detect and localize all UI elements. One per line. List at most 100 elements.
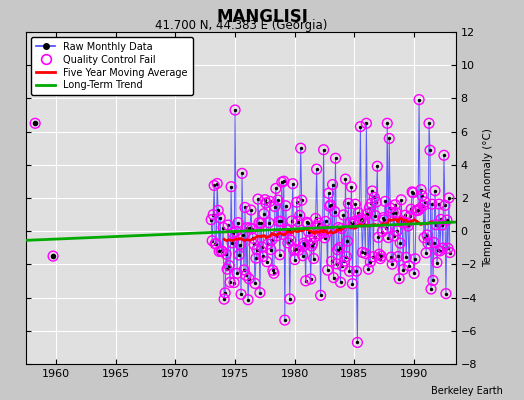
Point: [266, 198, 274, 204]
Point: [279, 231, 287, 238]
Point: [233, 270, 241, 276]
Point: [344, 200, 353, 207]
Point: [243, 224, 251, 231]
Point: [358, 249, 367, 256]
Point: [404, 223, 412, 229]
Point: [291, 246, 300, 252]
Point: [427, 286, 435, 292]
Point: [386, 205, 395, 211]
Point: [274, 197, 282, 203]
Point: [398, 218, 406, 224]
Point: [264, 241, 272, 247]
Point: [314, 220, 323, 226]
Point: [340, 212, 348, 218]
Point: [307, 276, 315, 282]
Point: [216, 214, 224, 221]
Point: [371, 212, 379, 219]
Point: [220, 296, 228, 302]
Point: [368, 188, 377, 194]
Point: [328, 258, 336, 264]
Point: [360, 217, 368, 223]
Point: [226, 279, 234, 286]
Point: [287, 237, 295, 243]
Point: [388, 261, 397, 267]
Point: [263, 258, 271, 265]
Point: [356, 124, 365, 130]
Point: [319, 226, 327, 233]
Point: [220, 296, 228, 302]
Point: [228, 240, 236, 246]
Point: [305, 237, 314, 243]
Point: [375, 251, 384, 257]
Point: [406, 213, 414, 219]
Point: [412, 207, 420, 214]
Point: [381, 198, 389, 205]
Point: [231, 107, 239, 113]
Point: [265, 220, 273, 226]
Point: [312, 166, 321, 172]
Point: [354, 210, 363, 216]
Point: [362, 120, 370, 126]
Point: [214, 207, 222, 214]
Point: [382, 225, 390, 232]
Point: [207, 216, 215, 223]
Point: [328, 258, 336, 264]
Point: [320, 235, 329, 241]
Point: [209, 211, 217, 218]
Point: [293, 218, 302, 225]
Point: [445, 195, 453, 201]
Point: [433, 259, 441, 266]
Point: [278, 179, 286, 185]
Point: [441, 202, 449, 208]
Point: [445, 195, 453, 201]
Point: [234, 219, 242, 226]
Point: [359, 219, 367, 225]
Point: [278, 179, 286, 185]
Point: [326, 202, 335, 208]
Point: [212, 240, 221, 247]
Point: [267, 246, 275, 253]
Point: [288, 218, 296, 224]
Point: [247, 207, 255, 213]
Point: [323, 267, 332, 273]
Text: Berkeley Earth: Berkeley Earth: [431, 386, 503, 396]
Point: [360, 217, 368, 223]
Point: [331, 155, 340, 162]
Point: [252, 255, 260, 262]
Point: [234, 219, 242, 226]
Point: [391, 202, 399, 208]
Point: [407, 206, 416, 212]
Point: [236, 242, 244, 248]
Point: [289, 180, 297, 187]
Point: [429, 277, 437, 284]
Point: [244, 296, 252, 303]
Point: [433, 259, 441, 266]
Point: [214, 207, 222, 214]
Point: [399, 266, 407, 273]
Point: [300, 240, 308, 246]
Point: [337, 225, 346, 232]
Point: [257, 220, 265, 226]
Point: [373, 163, 381, 170]
Point: [253, 246, 261, 253]
Point: [415, 96, 423, 103]
Point: [378, 228, 387, 235]
Point: [399, 266, 407, 273]
Point: [424, 240, 432, 246]
Point: [384, 234, 392, 241]
Point: [431, 188, 439, 194]
Point: [397, 197, 406, 203]
Point: [324, 190, 333, 196]
Point: [437, 216, 445, 223]
Point: [298, 197, 306, 204]
Point: [400, 219, 408, 226]
Point: [260, 210, 268, 217]
Point: [331, 155, 340, 162]
Point: [415, 96, 423, 103]
Point: [343, 238, 352, 244]
Point: [303, 220, 312, 227]
Point: [224, 222, 232, 228]
Point: [251, 280, 259, 287]
Point: [439, 245, 447, 251]
Point: [224, 222, 232, 228]
